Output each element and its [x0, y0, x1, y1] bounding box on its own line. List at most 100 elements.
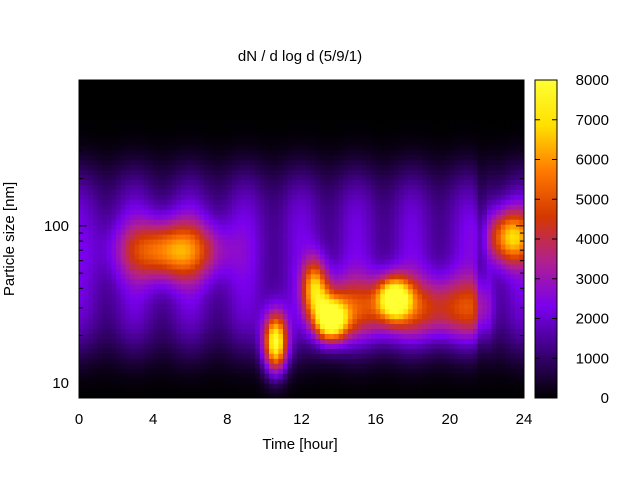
- heatmap-cell: [366, 313, 372, 320]
- heatmap-cell: [194, 189, 201, 195]
- heatmap-cell: [278, 94, 284, 101]
- heatmap-cell: [153, 373, 159, 379]
- heatmap-cell: [79, 323, 85, 330]
- heatmap-cell: [153, 199, 159, 205]
- heatmap-cell: [422, 129, 428, 136]
- heatmap-cell: [255, 234, 261, 240]
- heatmap-cell: [259, 338, 266, 344]
- heatmap-cell: [236, 363, 242, 369]
- heatmap-cell: [222, 358, 228, 364]
- heatmap-cell: [278, 268, 284, 275]
- heatmap-cell: [394, 353, 400, 359]
- heatmap-cell: [282, 373, 289, 379]
- heatmap-cell: [422, 214, 428, 220]
- heatmap-cell: [287, 293, 293, 300]
- heatmap-cell: [417, 273, 423, 280]
- heatmap-cell: [106, 114, 113, 121]
- heatmap-cell: [134, 109, 140, 116]
- heatmap-cell: [92, 283, 99, 290]
- heatmap-cell: [180, 388, 187, 394]
- heatmap-cell: [120, 328, 126, 335]
- heatmap-cell: [120, 80, 126, 86]
- heatmap-cell: [398, 119, 405, 126]
- heatmap-cell: [320, 323, 326, 330]
- heatmap-cell: [417, 303, 423, 310]
- heatmap-cell: [176, 303, 182, 310]
- heatmap-cell: [278, 258, 284, 265]
- heatmap-cell: [102, 313, 108, 320]
- heatmap-cell: [148, 219, 154, 225]
- heatmap-cell: [231, 84, 238, 91]
- heatmap-cell: [171, 109, 177, 116]
- heatmap-cell: [97, 313, 103, 320]
- heatmap-cell: [296, 288, 303, 295]
- heatmap-cell: [143, 348, 150, 354]
- heatmap-cell: [264, 229, 270, 235]
- heatmap-cell: [352, 124, 358, 131]
- heatmap-cell: [273, 293, 279, 300]
- heatmap-cell: [324, 139, 330, 146]
- heatmap-cell: [106, 298, 113, 305]
- heatmap-cell: [227, 154, 233, 161]
- heatmap-cell: [167, 214, 173, 220]
- heatmap-cell: [329, 139, 335, 146]
- heatmap-cell: [241, 348, 247, 354]
- heatmap-cell: [199, 214, 205, 220]
- heatmap-cell: [88, 263, 94, 270]
- heatmap-cell: [129, 129, 136, 136]
- heatmap-cell: [273, 179, 279, 185]
- heatmap-cell: [282, 243, 289, 250]
- heatmap-cell: [269, 134, 275, 141]
- heatmap-cell: [301, 129, 307, 136]
- heatmap-cell: [412, 214, 418, 220]
- heatmap-cell: [361, 313, 367, 320]
- heatmap-cell: [153, 234, 159, 240]
- heatmap-cell: [153, 179, 159, 185]
- heatmap-cell: [338, 318, 344, 325]
- heatmap-cell: [352, 109, 358, 116]
- heatmap-cell: [231, 214, 238, 220]
- heatmap-cell: [213, 308, 219, 315]
- heatmap-cell: [426, 104, 432, 111]
- heatmap-cell: [417, 353, 423, 359]
- heatmap-cell: [380, 144, 386, 151]
- heatmap-cell: [231, 368, 238, 374]
- heatmap-cell: [375, 214, 381, 220]
- heatmap-cell: [431, 214, 437, 220]
- heatmap-cell: [431, 184, 437, 190]
- heatmap-cell: [222, 363, 228, 369]
- heatmap-cell: [97, 293, 103, 300]
- heatmap-cell: [394, 243, 400, 250]
- heatmap-cell: [375, 109, 381, 116]
- heatmap-cell: [153, 378, 159, 384]
- heatmap-cell: [171, 303, 177, 310]
- heatmap-cell: [384, 338, 391, 344]
- heatmap-cell: [273, 278, 279, 285]
- heatmap-cell: [408, 243, 414, 250]
- heatmap-cell: [333, 308, 340, 315]
- heatmap-cell: [333, 239, 340, 245]
- heatmap-cell: [208, 338, 215, 344]
- heatmap-cell: [422, 189, 428, 195]
- heatmap-cell: [125, 224, 131, 230]
- heatmap-cell: [287, 368, 293, 374]
- heatmap-cell: [292, 288, 298, 295]
- heatmap-cell: [180, 139, 187, 146]
- heatmap-cell: [231, 313, 238, 320]
- heatmap-cell: [259, 129, 266, 136]
- heatmap-cell: [148, 388, 154, 394]
- heatmap-cell: [306, 303, 312, 310]
- heatmap-cell: [92, 164, 99, 171]
- heatmap-cell: [134, 333, 140, 339]
- heatmap-cell: [408, 303, 414, 310]
- heatmap-cell: [245, 124, 252, 131]
- heatmap-cell: [366, 293, 372, 300]
- heatmap-cell: [296, 358, 303, 364]
- heatmap-cell: [102, 273, 108, 280]
- heatmap-cell: [157, 164, 164, 171]
- heatmap-cell: [190, 268, 196, 275]
- heatmap-cell: [245, 214, 252, 220]
- heatmap-cell: [208, 234, 215, 240]
- heatmap-cell: [148, 204, 154, 210]
- heatmap-cell: [375, 353, 381, 359]
